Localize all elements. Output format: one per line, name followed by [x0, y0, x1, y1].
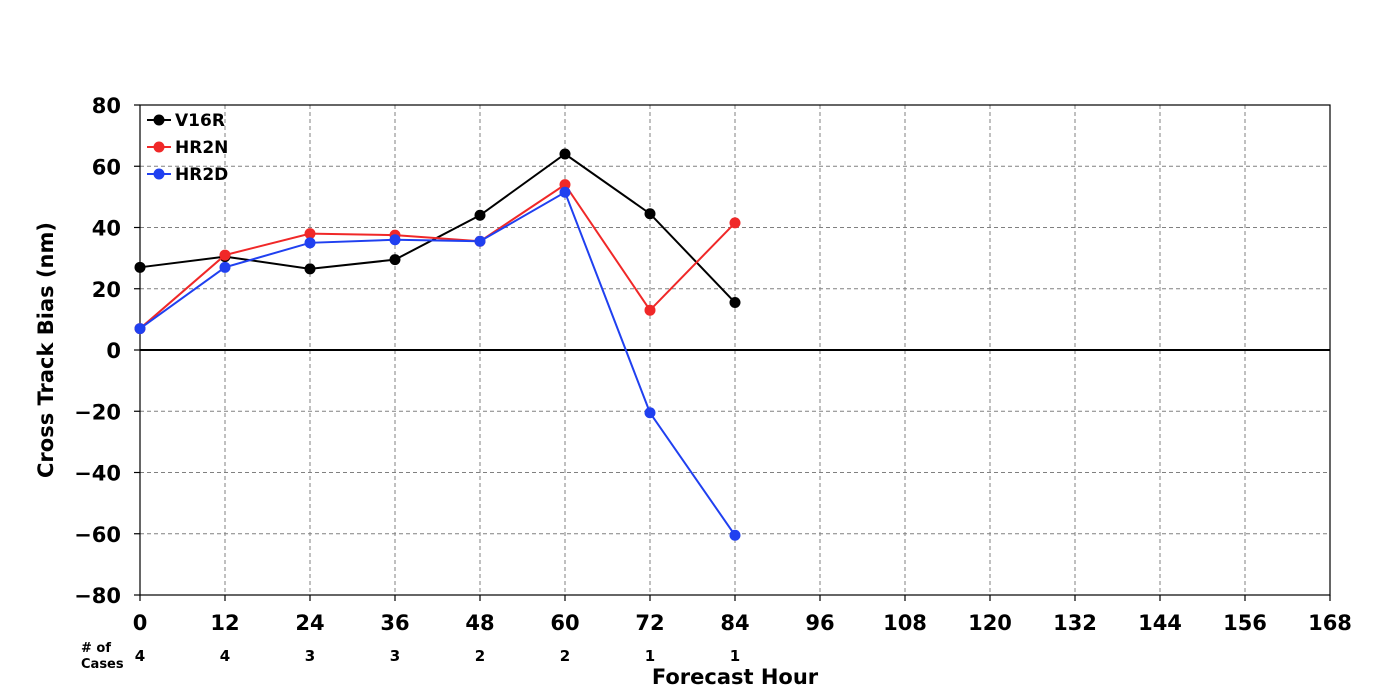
series-hr2d	[134, 186, 741, 541]
legend-label: HR2N	[175, 138, 228, 158]
data-point	[134, 323, 146, 335]
x-tick-label: 96	[805, 611, 834, 635]
x-tick-label: 0	[133, 611, 148, 635]
x-axis-title: Forecast Hour	[652, 665, 819, 689]
case-count: 2	[475, 647, 485, 665]
data-point	[219, 261, 231, 273]
x-axis-ticks: 0 12 24 36 48 60 72 84 96 108 120 132 144 156 168	[133, 595, 1352, 635]
x-tick-label: 36	[380, 611, 409, 635]
data-point	[474, 235, 486, 247]
data-point	[389, 254, 401, 266]
data-point	[219, 249, 231, 261]
x-tick-label: 72	[635, 611, 664, 635]
x-tick-label: 12	[210, 611, 239, 635]
cases-label-line1: # of	[81, 641, 111, 656]
legend: V16R HR2N HR2D	[147, 111, 228, 185]
legend-label: V16R	[175, 111, 225, 131]
data-point	[389, 234, 401, 246]
legend-marker	[153, 168, 165, 180]
y-axis-ticks: 80 60 40 20 0 −20 −40 −60 −80	[74, 94, 140, 608]
y-axis-title: Cross Track Bias (nm)	[34, 222, 58, 478]
y-tick-label: 0	[106, 339, 121, 363]
case-count: 2	[560, 647, 570, 665]
x-tick-label: 60	[550, 611, 579, 635]
y-tick-label: 20	[92, 278, 121, 302]
cases-label-line2: Cases	[81, 657, 124, 672]
data-point	[644, 407, 656, 419]
legend-marker	[153, 141, 165, 153]
legend-item-hr2d: HR2D	[147, 165, 228, 185]
data-point	[304, 228, 316, 240]
y-tick-label: 60	[92, 155, 121, 179]
y-tick-label: −80	[74, 584, 121, 608]
y-tick-label: −60	[74, 523, 121, 547]
y-tick-label: 40	[92, 217, 121, 241]
x-tick-label: 156	[1223, 611, 1267, 635]
data-point	[559, 186, 571, 198]
data-point	[729, 217, 741, 229]
case-count: 4	[220, 647, 230, 665]
case-count: 1	[645, 647, 655, 665]
x-tick-label: 132	[1053, 611, 1097, 635]
data-point	[304, 263, 316, 275]
series-layer	[134, 148, 741, 541]
legend-label: HR2D	[175, 165, 228, 185]
series-line	[139, 190, 736, 536]
x-tick-label: 48	[465, 611, 494, 635]
x-tick-label: 84	[720, 611, 749, 635]
x-tick-label: 144	[1138, 611, 1182, 635]
data-point	[559, 179, 571, 191]
data-point	[134, 261, 146, 273]
data-point	[729, 297, 741, 309]
legend-item-v16r: V16R	[147, 111, 225, 131]
x-tick-label: 108	[883, 611, 927, 635]
legend-item-hr2n: HR2N	[147, 138, 228, 158]
y-tick-label: −40	[74, 462, 121, 486]
data-point	[559, 148, 571, 160]
data-point	[304, 237, 316, 249]
series-line	[139, 183, 736, 330]
case-count: 4	[135, 647, 145, 665]
x-tick-label: 120	[968, 611, 1012, 635]
case-count: 3	[305, 647, 315, 665]
y-tick-label: 80	[92, 94, 121, 118]
data-point	[644, 304, 656, 316]
x-tick-label: 24	[295, 611, 324, 635]
case-count: 1	[730, 647, 740, 665]
y-tick-label: −20	[74, 400, 121, 424]
legend-marker	[153, 114, 165, 126]
data-point	[474, 209, 486, 221]
data-point	[729, 529, 741, 541]
case-count: 3	[390, 647, 400, 665]
data-point	[644, 208, 656, 220]
x-tick-label: 168	[1308, 611, 1352, 635]
